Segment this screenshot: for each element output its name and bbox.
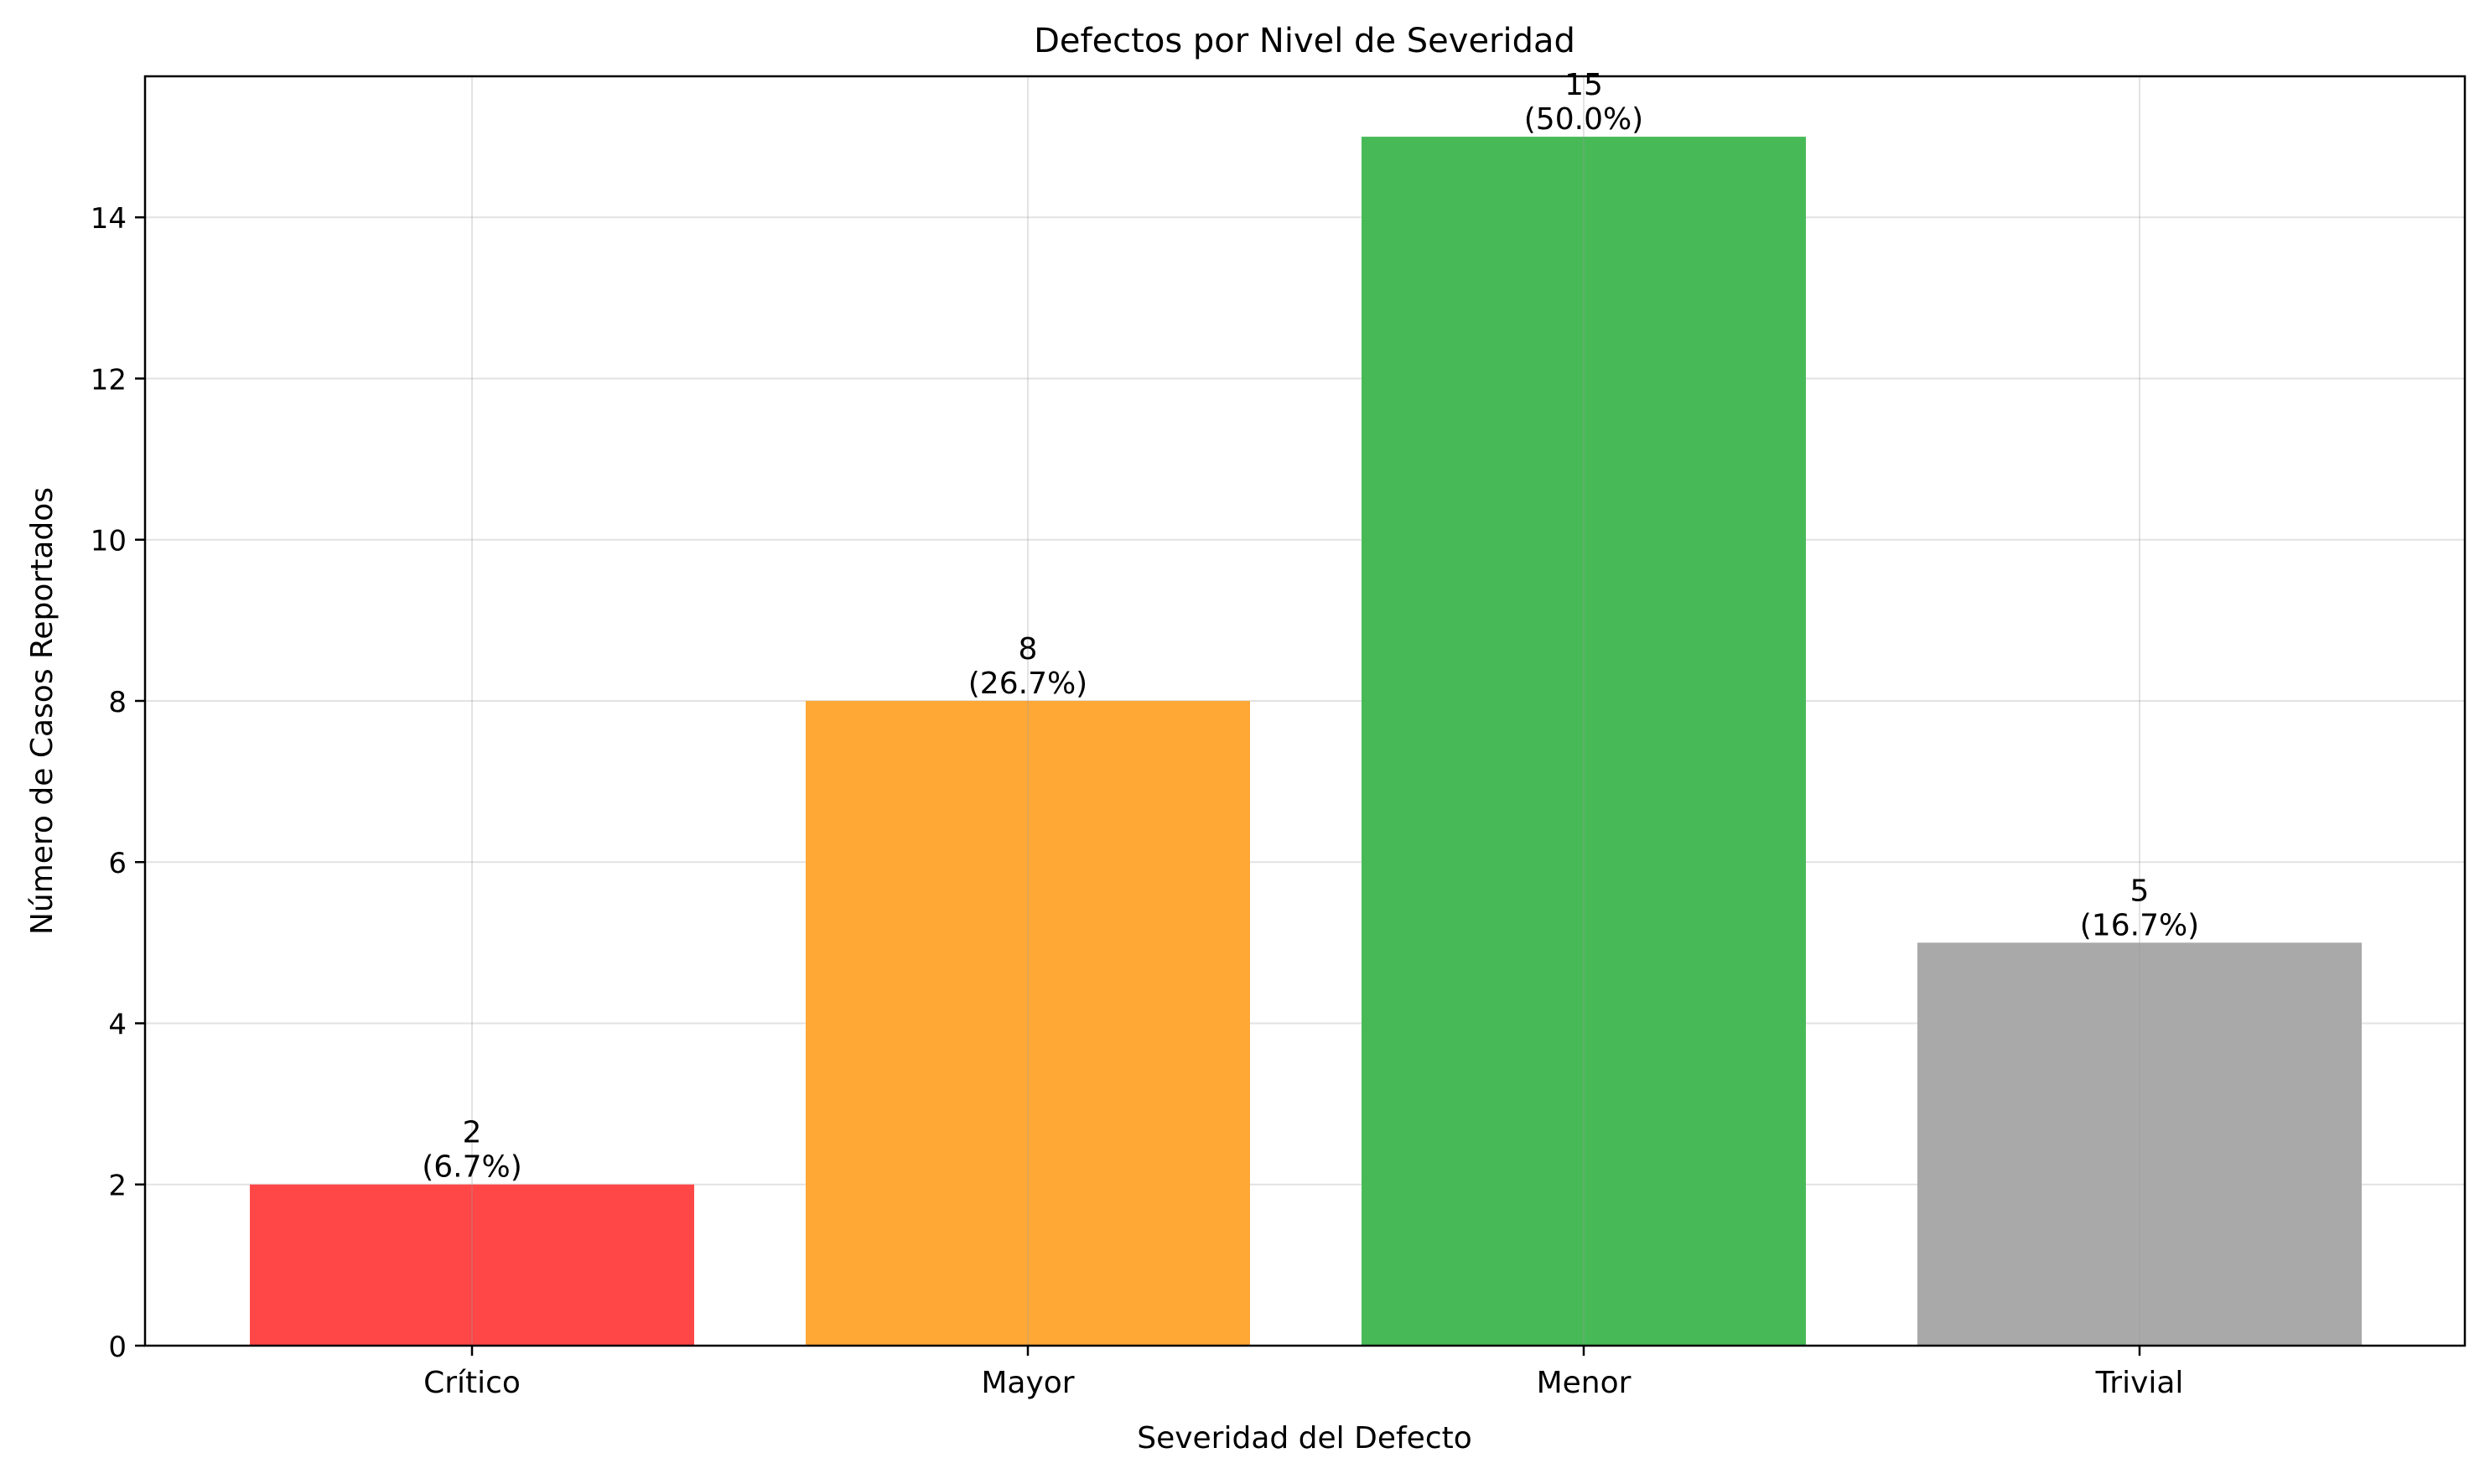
y-tick-label: 14 <box>91 202 127 236</box>
bar-percent-label: (50.0%) <box>1524 102 1643 137</box>
y-tick-label: 0 <box>108 1331 127 1364</box>
chart-title: Defectos por Nivel de Severidad <box>1034 22 1575 60</box>
bar-value-label: 2 <box>463 1116 482 1150</box>
x-axis-ticks: Crítico Mayor Menor Trivial <box>423 1346 2183 1400</box>
bar-value-label: 15 <box>1564 68 1603 102</box>
bar-value-label: 5 <box>2130 874 2150 908</box>
bar-percent-label: (26.7%) <box>968 667 1087 701</box>
x-tick-label: Menor <box>1537 1366 1631 1400</box>
x-tick-label: Crítico <box>423 1366 521 1400</box>
x-axis-label: Severidad del Defecto <box>1137 1421 1472 1455</box>
y-tick-label: 2 <box>108 1170 127 1203</box>
y-axis-label: Número de Casos Reportados <box>25 487 60 935</box>
bar-1 <box>250 1184 694 1346</box>
x-tick-label: Mayor <box>981 1366 1074 1400</box>
bar-percent-label: (6.7%) <box>422 1150 522 1185</box>
y-tick-label: 8 <box>108 686 127 719</box>
y-axis-ticks: 0 2 4 6 8 10 12 14 <box>91 202 145 1364</box>
bar-value-label: 8 <box>1019 632 1038 667</box>
x-tick-label: Trivial <box>2095 1366 2184 1400</box>
bar-percent-label: (16.7%) <box>2080 908 2199 942</box>
y-tick-label: 12 <box>91 363 127 397</box>
y-tick-label: 10 <box>91 525 127 558</box>
bar-4 <box>1917 942 2362 1346</box>
vertical-grid-lines <box>471 76 2140 1346</box>
plot-area-frame <box>143 75 2467 1347</box>
bars <box>250 137 2362 1346</box>
y-tick-label: 4 <box>108 1008 127 1041</box>
bar-3 <box>1362 137 1806 1346</box>
data-labels: 2(6.7%) 8(26.7%) 15(50.0%) 5(16.7%) <box>422 68 2199 1185</box>
y-tick-label: 6 <box>108 847 127 880</box>
bar-2 <box>806 700 1250 1346</box>
